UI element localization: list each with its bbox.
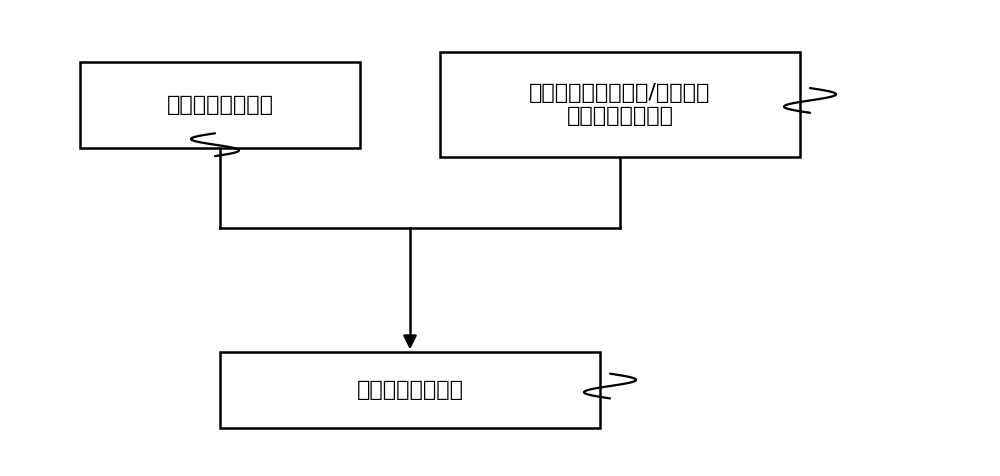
Bar [220, 352, 600, 428]
Bar [80, 62, 360, 148]
Text: 确定预期位移方向: 确定预期位移方向 [166, 95, 274, 115]
Text: 确定屏幕展示内容: 确定屏幕展示内容 [356, 380, 464, 400]
Bar [440, 52, 800, 157]
Text: 根据滑移结尾速度和/或加速度
计算预期位移距离: 根据滑移结尾速度和/或加速度 计算预期位移距离 [529, 83, 711, 126]
